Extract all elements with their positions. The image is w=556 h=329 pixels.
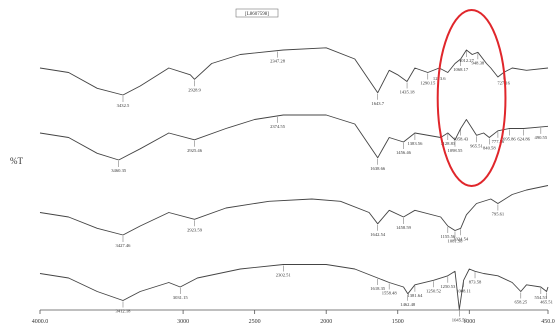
x-tick-label: 2500 bbox=[249, 319, 261, 325]
spectrum-line-2 bbox=[39, 114, 549, 161]
highlight-ellipse bbox=[436, 9, 507, 187]
peak-label: 1458.59 bbox=[396, 225, 412, 230]
peak-label: 658.25 bbox=[514, 300, 527, 305]
peak-label: 3412.18 bbox=[116, 309, 132, 314]
peak-label: 2374.55 bbox=[270, 124, 286, 129]
peak-label: 1250.53 bbox=[440, 284, 456, 289]
peak-label: 695.86 bbox=[503, 137, 516, 142]
peak-label: 727.16 bbox=[497, 81, 510, 86]
x-tick-label: 1500 bbox=[392, 319, 404, 325]
peak-label: 1213.6 bbox=[433, 76, 446, 81]
peak-label: 3432.5 bbox=[117, 103, 130, 108]
peak-label: 1068.17 bbox=[453, 67, 469, 72]
peak-label: 2347.28 bbox=[270, 59, 286, 64]
peak-label: 1642.54 bbox=[370, 232, 386, 237]
peak-label: 1024.54 bbox=[453, 236, 469, 241]
spectrum-line-1 bbox=[39, 47, 549, 96]
peak-label: 873.58 bbox=[469, 279, 482, 284]
x-tick-label: 450.0 bbox=[541, 319, 555, 325]
peak-label: 2923.59 bbox=[187, 227, 203, 232]
x-tick-label: 1000 bbox=[463, 319, 475, 325]
peak-label: 840.58 bbox=[483, 146, 496, 151]
peak-label: 465.51 bbox=[540, 300, 553, 305]
peak-label: 3427.46 bbox=[116, 243, 132, 248]
peak-label: 1558.48 bbox=[382, 291, 398, 296]
peak-label: 554.51 bbox=[535, 295, 548, 300]
spectrum-line-4 bbox=[39, 264, 549, 310]
peak-label: 2925.46 bbox=[187, 148, 203, 153]
peak-label: 1008.11 bbox=[456, 288, 471, 293]
peak-label: 1098.55 bbox=[448, 148, 464, 153]
peak-label: 490.55 bbox=[535, 135, 548, 140]
peak-label: 1383.56 bbox=[407, 141, 423, 146]
peak-label: 1290.15 bbox=[420, 81, 436, 86]
peak-label: 965.51 bbox=[470, 143, 483, 148]
peak-label: 1456.46 bbox=[396, 150, 412, 155]
x-tick-label: 4000.0 bbox=[32, 319, 49, 325]
peak-label: 1435.18 bbox=[400, 90, 416, 95]
peak-label: 948.38 bbox=[472, 60, 485, 65]
peak-label: 1643.7 bbox=[371, 101, 384, 106]
peak-label: 2928.9 bbox=[188, 87, 201, 92]
sample-label: [L8607598] bbox=[235, 8, 279, 18]
peak-label: 795.61 bbox=[492, 212, 505, 217]
peak-label: 3460.35 bbox=[111, 168, 127, 173]
peak-label: 1250.52 bbox=[426, 288, 442, 293]
y-axis-label: %T bbox=[10, 156, 23, 166]
x-tick-label: 2000 bbox=[320, 319, 332, 325]
peak-label: 1462.48 bbox=[400, 302, 416, 307]
peak-label: 1381.64 bbox=[407, 293, 423, 298]
peak-label: 1012.27 bbox=[459, 58, 475, 63]
peak-label: 1618.35 bbox=[370, 286, 386, 291]
peak-label: 1081.58 bbox=[448, 239, 464, 244]
peak-label: 1638.66 bbox=[370, 166, 386, 171]
peak-label: 2302.51 bbox=[276, 273, 292, 278]
peak-label: 1128.83 bbox=[440, 141, 455, 146]
peak-label: 1045.52 bbox=[452, 318, 468, 323]
peak-label: 3031.15 bbox=[173, 295, 189, 300]
peak-label: 777.56 bbox=[492, 139, 505, 144]
peak-label: 1155.56 bbox=[440, 234, 455, 239]
svg-text:[L8607598]: [L8607598] bbox=[245, 12, 269, 17]
peak-label: 1058.43 bbox=[453, 137, 469, 142]
spectrum-line-3 bbox=[39, 185, 549, 236]
x-tick-label: 3000 bbox=[177, 319, 189, 325]
peak-label: 624.86 bbox=[517, 137, 530, 142]
